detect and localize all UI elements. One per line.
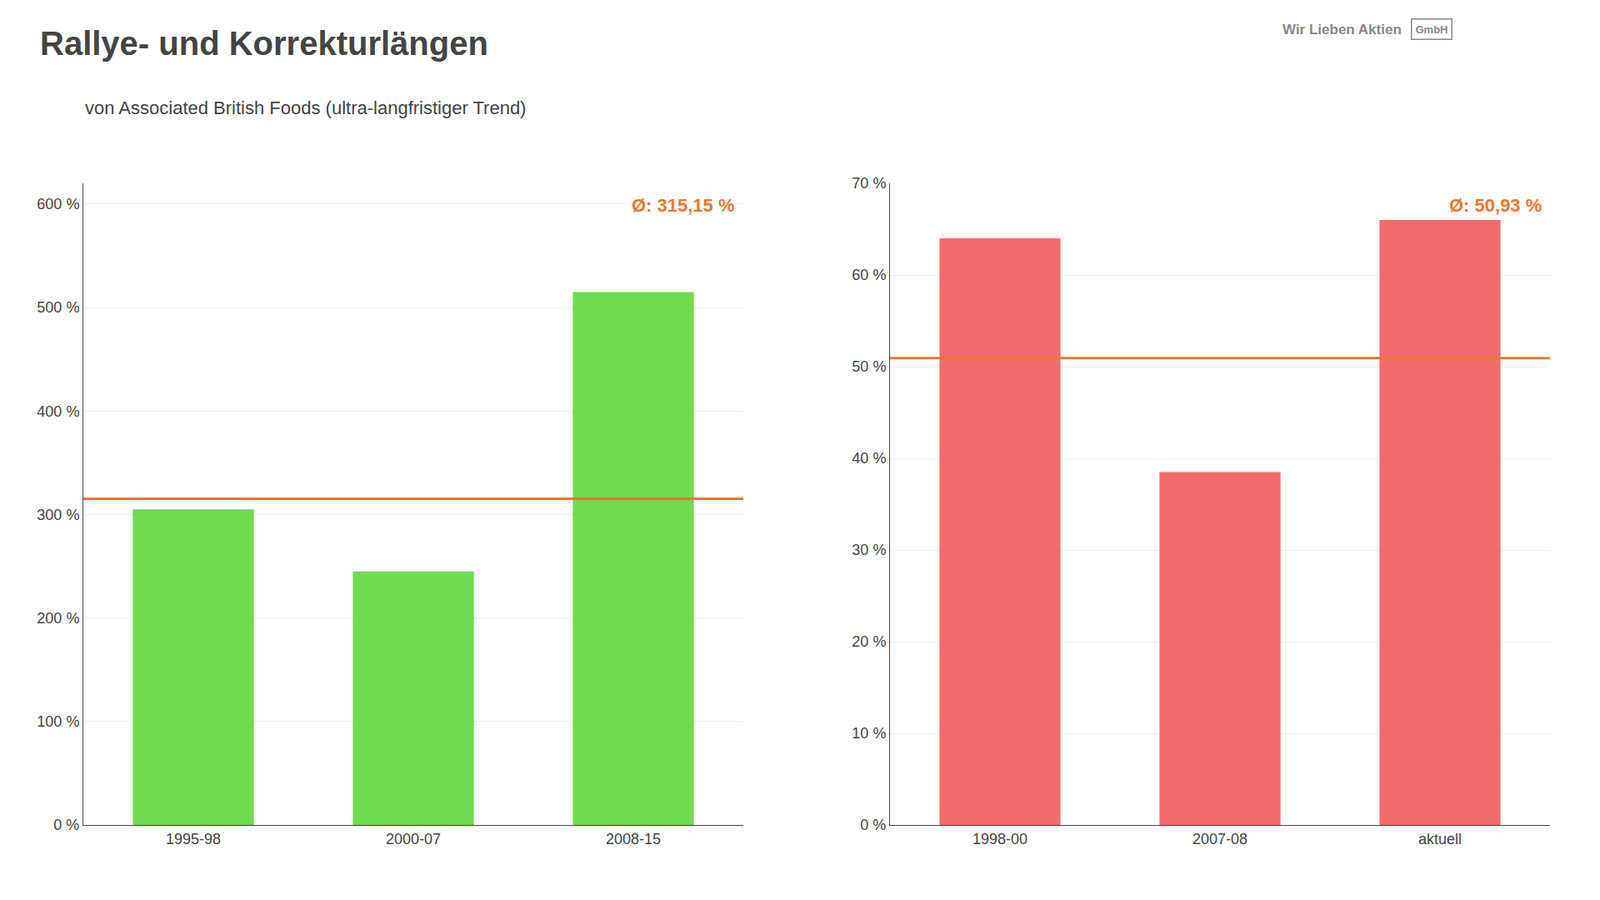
svg-text:aktuell: aktuell xyxy=(1418,830,1462,848)
svg-text:200 %: 200 % xyxy=(36,610,80,627)
svg-text:40 %: 40 % xyxy=(851,450,886,467)
svg-text:2000-07: 2000-07 xyxy=(385,830,441,848)
svg-text:GmbH: GmbH xyxy=(1415,23,1449,36)
svg-text:50 %: 50 % xyxy=(851,358,886,375)
svg-text:2008-15: 2008-15 xyxy=(605,830,661,848)
svg-text:Ø: 50,93 %: Ø: 50,93 % xyxy=(1449,195,1542,216)
svg-text:Ø: 315,15 %: Ø: 315,15 % xyxy=(631,195,735,216)
svg-text:10 %: 10 % xyxy=(851,725,886,742)
svg-text:Rallye- und Korrekturlängen: Rallye- und Korrekturlängen xyxy=(40,25,489,62)
svg-text:500 %: 500 % xyxy=(36,299,80,316)
svg-text:60 %: 60 % xyxy=(851,266,886,284)
svg-text:600 %: 600 % xyxy=(36,195,80,213)
svg-text:1998-00: 1998-00 xyxy=(972,830,1028,848)
svg-text:1995-98: 1995-98 xyxy=(165,830,221,848)
svg-text:400 %: 400 % xyxy=(36,403,80,420)
svg-text:von Associated British Foods (: von Associated British Foods (ultra-lang… xyxy=(85,97,526,119)
svg-text:2007-08: 2007-08 xyxy=(1192,830,1248,848)
svg-text:0 %: 0 % xyxy=(53,816,80,834)
svg-text:Wir Lieben Aktien: Wir Lieben Aktien xyxy=(1282,21,1402,38)
svg-text:300 %: 300 % xyxy=(36,506,80,524)
svg-text:100 %: 100 % xyxy=(36,713,80,730)
svg-text:0 %: 0 % xyxy=(860,816,886,834)
svg-text:30 %: 30 % xyxy=(851,541,886,559)
svg-text:70 %: 70 % xyxy=(851,175,886,192)
svg-text:20 %: 20 % xyxy=(851,633,886,650)
